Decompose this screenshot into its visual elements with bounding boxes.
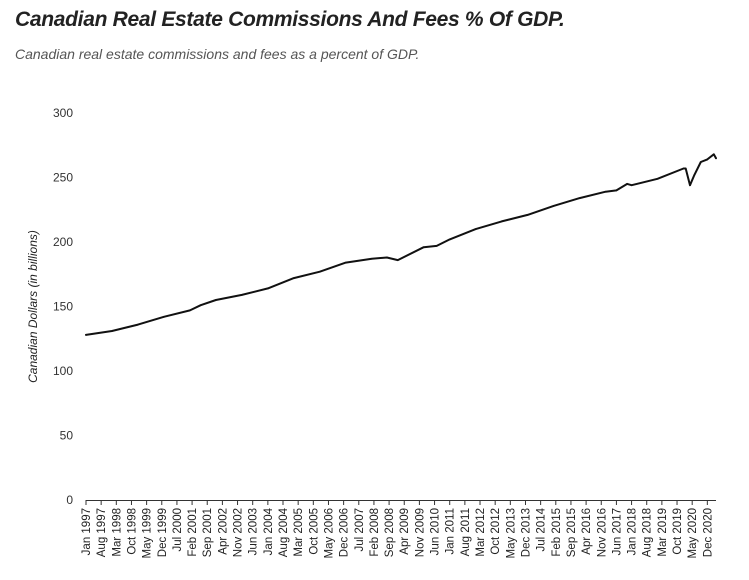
data-point	[435, 245, 438, 247]
data-point	[189, 309, 191, 312]
x-tick-label: Apr 2016	[581, 508, 593, 555]
data-point	[615, 189, 618, 192]
data-point	[604, 190, 607, 193]
x-tick-label: Mar 1998	[111, 508, 123, 557]
x-tick-label: Oct 2019	[672, 508, 684, 555]
data-point	[630, 184, 633, 187]
x-axis: Jan 1997 Aug 1997 Mar 1998 Oct 1998 May 1999…	[81, 500, 716, 559]
x-tick-label: Nov 2009	[414, 508, 426, 557]
x-tick-label: Jul 2014	[536, 507, 548, 551]
x-tick-label: Feb 2008	[369, 508, 381, 557]
data-point	[500, 220, 503, 223]
data-point	[474, 228, 477, 230]
data-point	[215, 299, 217, 301]
data-point	[111, 330, 113, 332]
data-point	[689, 184, 691, 187]
x-tick-label: Jul 2007	[354, 508, 366, 551]
y-tick-label: 250	[53, 171, 73, 185]
y-tick-label: 50	[60, 429, 74, 443]
x-tick-label: Oct 2005	[308, 508, 320, 555]
y-axis-label: Canadian Dollars (in billions)	[26, 230, 40, 383]
data-point	[293, 277, 295, 279]
data-point	[552, 205, 555, 207]
x-tick-label: Sep 2008	[384, 508, 396, 557]
x-tick-label: Dec 2006	[339, 508, 351, 557]
x-tick-label: Dec 2013	[520, 508, 532, 557]
data-point	[684, 167, 687, 170]
data-point	[319, 270, 321, 273]
x-tick-label: Dec 2020	[702, 508, 714, 557]
data-point	[626, 183, 629, 185]
x-tick-label: Oct 1998	[126, 508, 138, 555]
x-tick-label: Jan 2004	[263, 507, 275, 555]
data-point	[344, 261, 347, 264]
x-tick-label: May 2020	[687, 508, 699, 559]
x-tick-label: Apr 2002	[217, 508, 229, 555]
y-tick-label: 150	[53, 300, 73, 314]
x-tick-label: Aug 2018	[642, 508, 654, 557]
x-tick-label: Jun 2010	[430, 508, 442, 555]
series-line	[85, 153, 717, 336]
x-tick-label: Aug 2004	[278, 507, 290, 557]
chart-subtitle: Canadian real estate commissions and fee…	[15, 46, 420, 62]
x-tick-label: Feb 2001	[187, 508, 199, 557]
data-point	[396, 259, 399, 261]
x-tick-label: Jan 2018	[627, 508, 639, 555]
x-tick-label: Nov 2002	[233, 508, 245, 557]
data-point	[163, 316, 165, 318]
x-tick-label: Jun 2017	[611, 508, 623, 555]
data-point	[682, 167, 685, 170]
x-tick-label: Dec 1999	[157, 508, 169, 557]
data-point	[656, 177, 659, 180]
data-point	[386, 256, 388, 259]
data-point	[85, 334, 87, 336]
x-tick-label: Feb 2015	[551, 508, 563, 557]
y-tick-label: 200	[53, 235, 73, 249]
data-point	[693, 174, 696, 176]
series-group	[85, 153, 717, 336]
data-point	[578, 197, 581, 199]
x-tick-label: Jan 2011	[445, 508, 457, 554]
x-tick-label: Oct 2012	[490, 508, 502, 555]
x-tick-label: Jan 1997	[81, 508, 93, 555]
data-point	[715, 157, 717, 159]
x-tick-label: Aug 1997	[96, 508, 108, 557]
data-point	[713, 153, 715, 156]
x-tick-label: Jul 2000	[172, 508, 184, 551]
x-tick-label: May 1999	[142, 508, 154, 559]
chart-title: Canadian Real Estate Commissions And Fee…	[15, 8, 565, 31]
x-tick-label: Aug 2011	[460, 508, 472, 556]
y-tick-label: 300	[53, 106, 73, 120]
data-point	[199, 304, 202, 307]
x-tick-label: Apr 2009	[399, 508, 411, 555]
y-tick-label: 100	[53, 364, 73, 378]
data-point	[137, 323, 139, 326]
x-tick-label: Mar 2005	[293, 508, 305, 557]
x-tick-label: Jun 2003	[248, 508, 260, 555]
data-point	[448, 238, 451, 241]
x-tick-label: May 2006	[323, 508, 335, 559]
data-point	[700, 161, 702, 163]
data-point	[267, 287, 269, 290]
data-point	[526, 214, 529, 216]
data-point	[370, 257, 373, 260]
y-axis: 0 50 100 150 200 250 300	[53, 106, 73, 507]
x-tick-label: Nov 2016	[596, 508, 608, 557]
data-point	[706, 158, 709, 161]
x-tick-label: Mar 2019	[657, 508, 669, 557]
data-point	[241, 294, 243, 296]
x-tick-label: Sep 2001	[202, 508, 214, 557]
x-tick-label: Sep 2015	[566, 508, 578, 557]
x-tick-label: Mar 2012	[475, 508, 487, 557]
data-point	[422, 246, 425, 248]
x-tick-label: May 2013	[505, 508, 517, 559]
y-tick-label: 0	[66, 493, 73, 507]
